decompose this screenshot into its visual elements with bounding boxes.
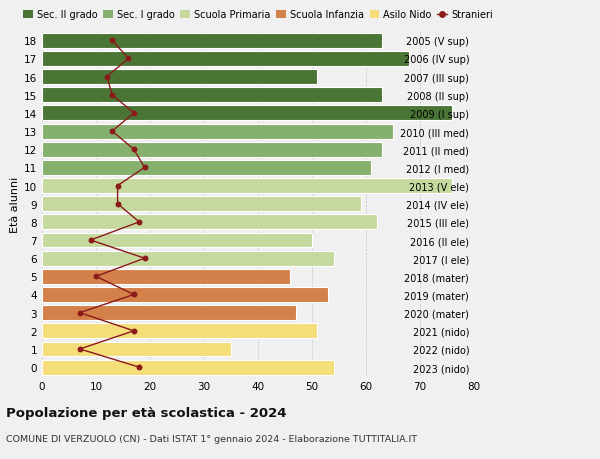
Bar <box>42 287 328 302</box>
Point <box>129 327 139 335</box>
Point <box>91 273 101 280</box>
Point <box>113 183 122 190</box>
Bar <box>42 251 334 266</box>
Bar <box>42 306 296 320</box>
Point <box>134 218 144 226</box>
Bar <box>42 324 317 339</box>
Y-axis label: Età alunni: Età alunni <box>10 176 20 232</box>
Bar <box>42 70 317 85</box>
Bar <box>42 142 382 157</box>
Legend: Sec. II grado, Sec. I grado, Scuola Primaria, Scuola Infanzia, Asilo Nido, Stran: Sec. II grado, Sec. I grado, Scuola Prim… <box>23 11 493 20</box>
Text: Anni di nascita: Anni di nascita <box>597 163 600 246</box>
Bar <box>42 179 452 194</box>
Text: Popolazione per età scolastica - 2024: Popolazione per età scolastica - 2024 <box>6 406 287 419</box>
Bar <box>42 215 377 230</box>
Point <box>75 346 85 353</box>
Point <box>134 364 144 371</box>
Point <box>124 56 133 63</box>
Point <box>107 92 117 99</box>
Point <box>102 74 112 81</box>
Bar <box>42 233 312 248</box>
Bar <box>42 360 334 375</box>
Point <box>75 309 85 317</box>
Point <box>140 255 149 262</box>
Point <box>107 38 117 45</box>
Point <box>129 146 139 154</box>
Bar <box>42 269 290 284</box>
Point <box>113 201 122 208</box>
Point <box>129 291 139 298</box>
Bar <box>42 342 231 357</box>
Point <box>140 164 149 172</box>
Bar <box>42 161 371 175</box>
Text: COMUNE DI VERZUOLO (CN) - Dati ISTAT 1° gennaio 2024 - Elaborazione TUTTITALIA.I: COMUNE DI VERZUOLO (CN) - Dati ISTAT 1° … <box>6 434 417 443</box>
Point <box>129 110 139 118</box>
Bar <box>42 34 382 49</box>
Bar <box>42 124 393 139</box>
Bar <box>42 52 409 67</box>
Point <box>107 128 117 135</box>
Bar <box>42 88 382 103</box>
Bar <box>42 106 452 121</box>
Point <box>86 237 95 244</box>
Bar <box>42 197 361 212</box>
